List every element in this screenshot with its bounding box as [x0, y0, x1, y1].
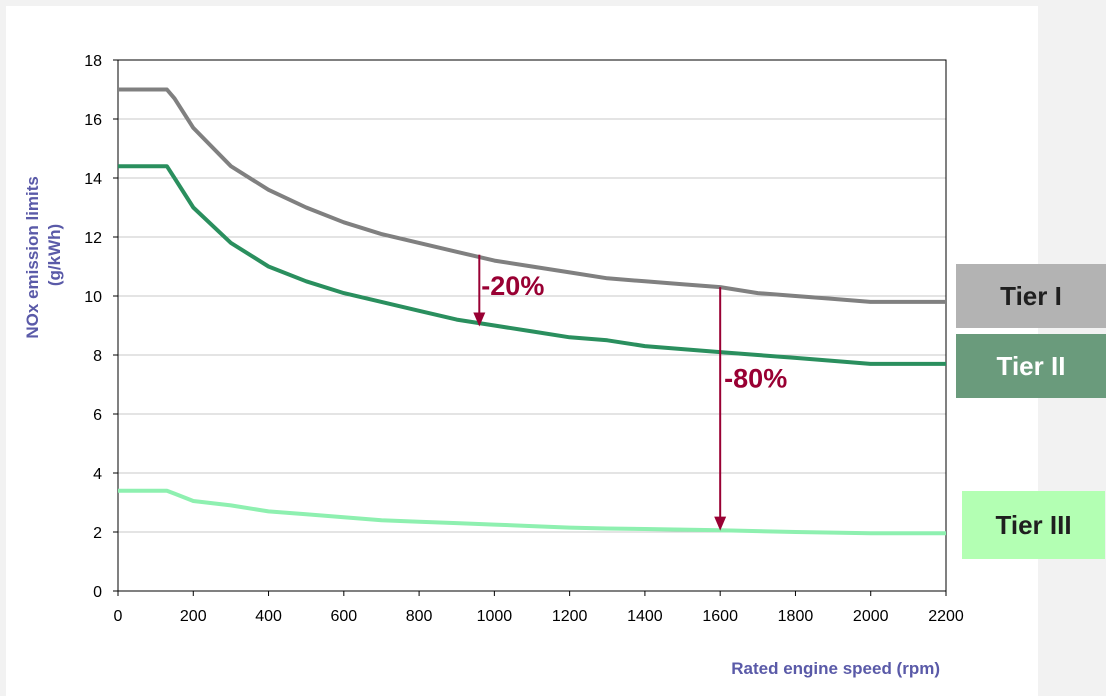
x-tick-label: 2200 — [928, 608, 964, 625]
x-tick-label: 1000 — [477, 608, 513, 625]
y-tick-label: 6 — [93, 407, 102, 424]
annotation-label: -20% — [481, 271, 544, 301]
annotation-arrowhead — [714, 516, 727, 531]
legend-tier-3: Tier III — [962, 491, 1105, 559]
x-tick-label: 1400 — [627, 608, 663, 625]
x-tick-label: 1600 — [702, 608, 738, 625]
x-tick-label: 800 — [406, 608, 433, 625]
y-tick-label: 12 — [84, 230, 102, 247]
series-line-tier-2 — [118, 164, 946, 366]
x-tick-label: 200 — [180, 608, 207, 625]
series-lines — [118, 87, 946, 536]
y-tick-label: 8 — [93, 348, 102, 365]
annotation-label: -80% — [724, 363, 787, 393]
y-axis-title: NOx emission limits (g/kWh) — [23, 171, 64, 338]
y-tick-label: 14 — [84, 171, 102, 188]
plot-frame — [117, 59, 947, 592]
x-tick-label: 400 — [255, 608, 282, 625]
y-axis-title-line-1: NOx emission limits — [23, 176, 42, 339]
x-tick-label: 600 — [330, 608, 357, 625]
y-tick-label: 2 — [93, 525, 102, 542]
annotation-arrowhead — [473, 312, 486, 327]
y-tick-label: 16 — [84, 112, 102, 129]
axis-ticks: 0 2 4 6 8 10 12 14 16 18 0 200 400 600 800 1000 1200 1400… — [84, 53, 964, 625]
series-line-tier-3 — [118, 488, 946, 536]
series-line-tier-1 — [118, 87, 946, 304]
y-tick-label: 0 — [93, 584, 102, 601]
x-tick-label: 0 — [114, 608, 123, 625]
x-tick-label: 1200 — [552, 608, 588, 625]
x-tick-label: 2000 — [853, 608, 889, 625]
legend-tier-2: Tier II — [956, 334, 1106, 398]
y-tick-label: 4 — [93, 466, 102, 483]
x-tick-label: 1800 — [778, 608, 814, 625]
annotations: -20% -80% — [473, 254, 787, 531]
chart-panel — [6, 6, 1038, 696]
legend-tier-1: Tier I — [956, 264, 1106, 328]
y-tick-label: 18 — [84, 53, 102, 70]
gridlines — [118, 118, 946, 533]
y-tick-label: 10 — [84, 289, 102, 306]
y-axis-title-line-2: (g/kWh) — [45, 224, 64, 286]
x-axis-title: Rated engine speed (rpm) — [731, 659, 940, 678]
